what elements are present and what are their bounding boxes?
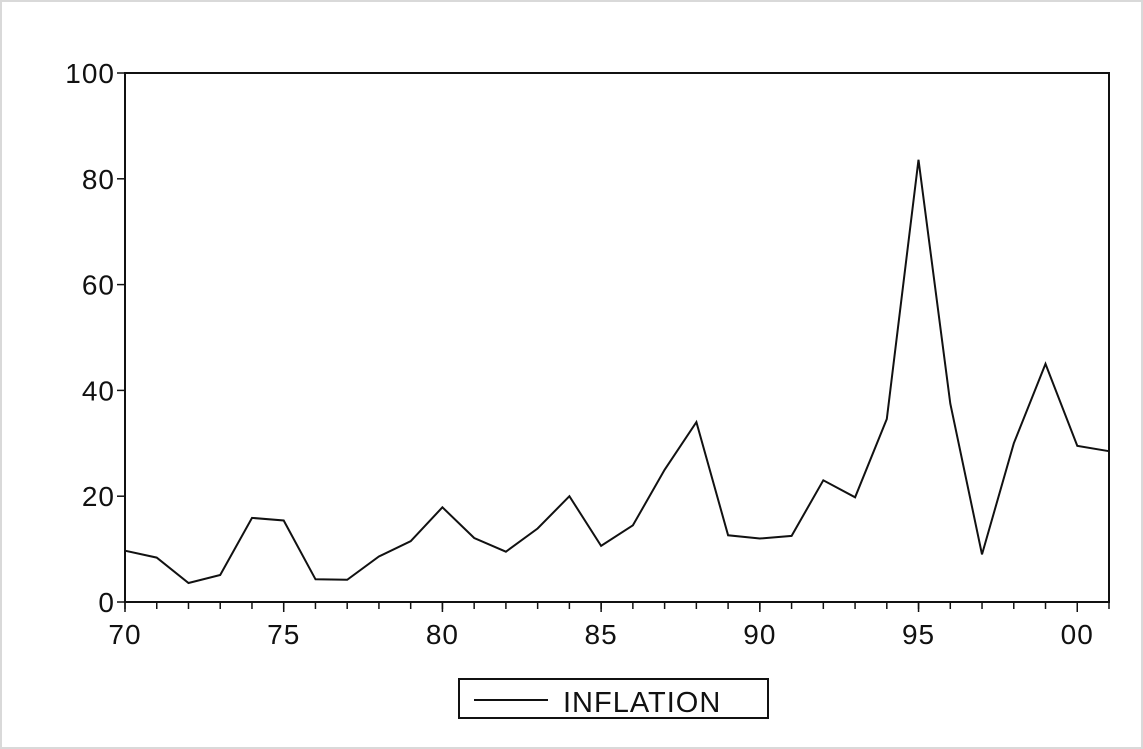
series-line-inflation xyxy=(124,159,1110,585)
y-tick-label: 20 xyxy=(82,481,115,512)
x-tick-label: 85 xyxy=(585,619,618,650)
legend: INFLATION xyxy=(458,678,769,719)
y-tick-label: 0 xyxy=(98,587,115,618)
y-tick-label: 80 xyxy=(82,164,115,195)
x-tick-label: 95 xyxy=(902,619,935,650)
legend-label-inflation: INFLATION xyxy=(563,687,721,719)
plot-area-border xyxy=(124,72,1110,603)
y-tick-label: 40 xyxy=(82,375,115,406)
x-tick-label: 75 xyxy=(267,619,300,650)
legend-box xyxy=(458,678,769,719)
x-tick-label: 70 xyxy=(108,619,141,650)
y-tick-label: 100 xyxy=(65,58,115,89)
x-tick-label: 00 xyxy=(1061,619,1094,650)
x-axis: 70 75 80 85 90 95 00 xyxy=(108,602,1110,650)
x-tick-label: 90 xyxy=(743,619,776,650)
series-layer xyxy=(124,159,1110,585)
y-axis: 0 20 40 60 80 100 xyxy=(65,58,125,618)
y-tick-label: 60 xyxy=(82,270,115,301)
x-tick-label: 80 xyxy=(426,619,459,650)
